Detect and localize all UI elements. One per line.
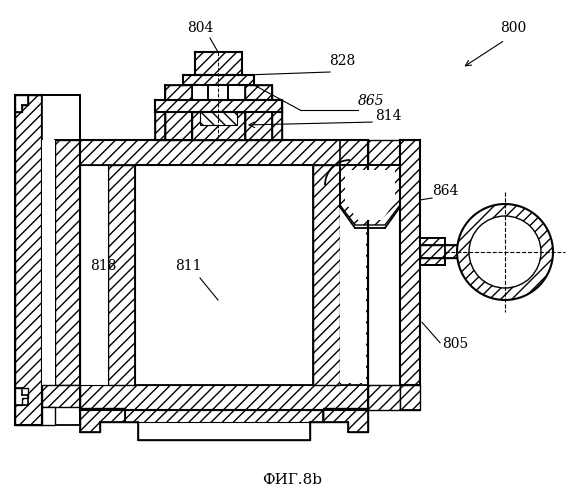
Polygon shape: [183, 75, 254, 85]
Polygon shape: [400, 140, 420, 385]
Polygon shape: [80, 140, 108, 410]
Polygon shape: [368, 140, 400, 165]
Polygon shape: [400, 385, 420, 410]
Text: 864: 864: [432, 184, 458, 198]
Polygon shape: [108, 165, 135, 385]
Polygon shape: [125, 410, 323, 440]
Polygon shape: [155, 100, 165, 140]
Text: 805: 805: [442, 337, 468, 351]
Polygon shape: [80, 165, 108, 385]
Polygon shape: [42, 95, 80, 385]
Polygon shape: [368, 385, 400, 410]
Polygon shape: [340, 165, 400, 225]
Polygon shape: [42, 407, 55, 425]
Polygon shape: [420, 245, 470, 258]
Polygon shape: [340, 140, 368, 385]
Polygon shape: [420, 238, 445, 265]
Polygon shape: [125, 410, 323, 422]
Polygon shape: [80, 408, 125, 432]
Polygon shape: [155, 100, 282, 112]
Text: 818: 818: [90, 259, 116, 273]
Polygon shape: [42, 385, 80, 407]
Bar: [192, 85, 245, 140]
Polygon shape: [208, 85, 228, 100]
Polygon shape: [368, 165, 400, 385]
Text: 804: 804: [187, 21, 213, 35]
Polygon shape: [15, 95, 42, 425]
Polygon shape: [15, 388, 28, 405]
Polygon shape: [200, 112, 237, 125]
Polygon shape: [272, 100, 282, 140]
Text: 800: 800: [500, 21, 526, 35]
Text: 828: 828: [329, 54, 355, 68]
Polygon shape: [55, 140, 80, 385]
Circle shape: [457, 204, 553, 300]
Polygon shape: [195, 52, 242, 75]
Text: 865: 865: [358, 94, 385, 108]
Bar: [42, 140, 55, 385]
Bar: [135, 165, 313, 385]
Polygon shape: [313, 165, 340, 385]
Polygon shape: [80, 385, 368, 410]
Polygon shape: [192, 112, 245, 140]
Text: ФИГ.8b: ФИГ.8b: [262, 473, 322, 487]
Polygon shape: [80, 140, 368, 165]
Polygon shape: [323, 408, 368, 432]
Polygon shape: [245, 85, 272, 140]
Bar: [82, 167, 106, 383]
Text: 811: 811: [175, 259, 201, 273]
Text: 814: 814: [375, 109, 402, 123]
Polygon shape: [345, 170, 395, 220]
Polygon shape: [15, 95, 28, 112]
Bar: [370, 167, 398, 383]
Polygon shape: [165, 85, 192, 140]
Circle shape: [469, 216, 541, 288]
Bar: [340, 167, 366, 383]
